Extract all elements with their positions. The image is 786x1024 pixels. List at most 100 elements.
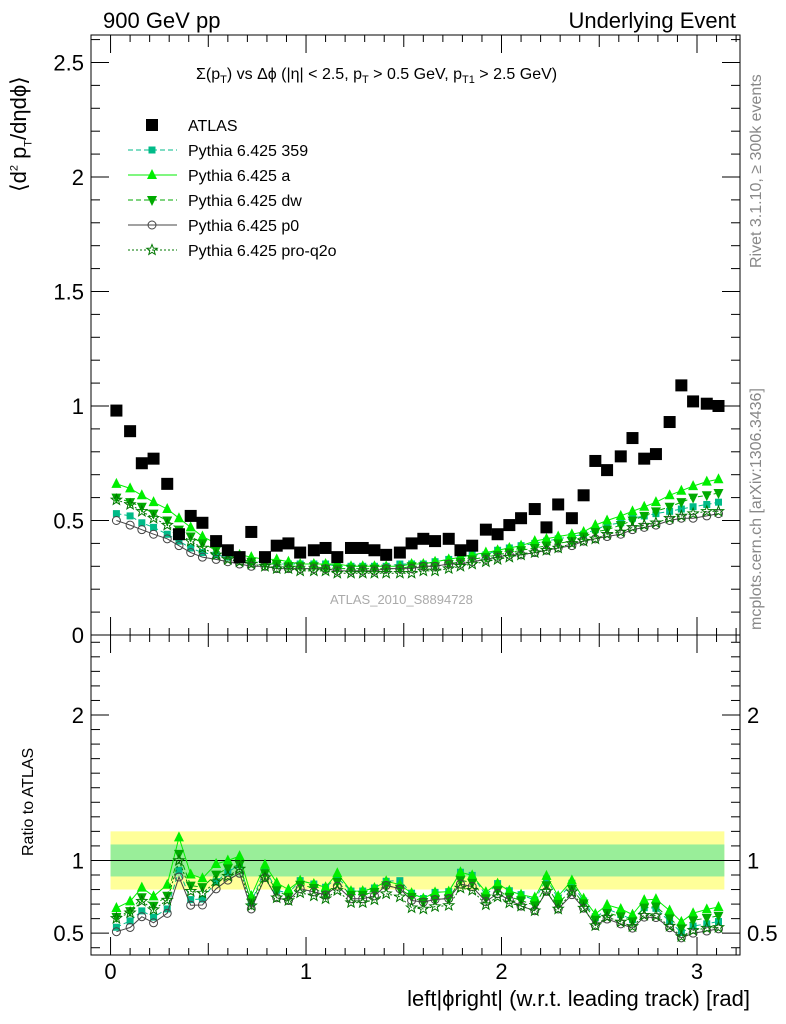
point-pp0 — [516, 550, 526, 560]
ratio-point-pq2o — [649, 908, 663, 922]
ratio-point-pdw — [295, 880, 306, 891]
point-atlas — [712, 399, 725, 412]
header-left: 900 GeV pp — [103, 8, 221, 33]
point-pdw — [639, 511, 650, 522]
ratio-point-pa — [332, 867, 343, 878]
ratio-point-pq2o — [453, 881, 468, 894]
ratio-point-pa — [234, 850, 245, 861]
x-axis-label: left|ϕright| (w.r.t. leading track) [rad… — [407, 986, 750, 1011]
point-pp0 — [418, 561, 428, 571]
ratio-point-pdw — [369, 887, 380, 898]
point-pq2o — [209, 547, 223, 561]
point-pdw — [357, 564, 368, 575]
ratio-point-pdw — [332, 877, 343, 888]
ratio-point-pdw — [701, 914, 712, 925]
ratio-point-pa — [111, 901, 122, 912]
point-pq2o — [123, 497, 137, 511]
point-atlas — [135, 457, 148, 470]
point-pq2o — [577, 534, 591, 547]
ratio-point-pa — [173, 831, 184, 842]
ratio-point-pp0 — [309, 887, 319, 897]
ratio-point-pq2o — [577, 901, 591, 914]
point-atlas — [515, 512, 528, 525]
y-tick-label-right: 1 — [747, 848, 759, 873]
ratio-point-pp0 — [504, 895, 514, 905]
ratio-point-pq2o — [528, 903, 542, 917]
ratio-point-pq2o — [625, 919, 640, 933]
point-atlas — [294, 546, 307, 559]
point-atlas — [245, 525, 258, 538]
point-pq2o — [649, 515, 663, 529]
point-atlas — [331, 551, 344, 564]
ratio-point-p359 — [603, 905, 611, 913]
point-pdw — [162, 516, 173, 527]
point-atlas — [649, 448, 662, 461]
ratio-point-p359 — [261, 865, 269, 873]
top-panel-frame: 0 0.5 1 1.5 2 2.5 — [53, 34, 741, 648]
point-pq2o — [614, 524, 628, 538]
point-atlas — [577, 489, 590, 502]
point-pa — [553, 530, 564, 541]
point-atlas — [270, 539, 283, 552]
point-pdw — [111, 493, 122, 504]
y-tick-label: 0.5 — [53, 921, 84, 946]
ratio-point-pdw — [125, 907, 136, 918]
ratio-point-p359 — [333, 874, 341, 882]
point-atlas — [638, 452, 651, 465]
ratio-point-pdw — [148, 901, 159, 912]
point-pq2o — [405, 566, 419, 579]
point-pa — [541, 532, 552, 543]
ratio-point-pp0 — [688, 928, 698, 938]
point-pq2o — [270, 561, 284, 575]
point-pa — [664, 489, 675, 500]
ratio-point-pq2o — [367, 892, 382, 906]
ratio-point-pq2o — [160, 893, 174, 906]
point-atlas — [319, 541, 332, 554]
point-pdw — [332, 564, 343, 575]
ratio-point-pa — [148, 890, 159, 901]
ratio-point-pa — [125, 895, 136, 906]
ratio-point-pq2o — [442, 898, 456, 912]
ratio-point-pq2o — [663, 919, 677, 932]
ratio-point-pp0 — [567, 890, 577, 900]
point-pdw — [492, 550, 503, 561]
ratio-point-pdw — [259, 869, 270, 880]
point-pdw — [345, 564, 356, 575]
point-pq2o — [637, 518, 651, 531]
ratio-point-pa — [455, 866, 466, 877]
point-atlas — [307, 544, 320, 557]
point-pdw — [295, 562, 306, 573]
ratio-point-pa — [664, 904, 675, 915]
point-pq2o — [428, 563, 442, 577]
ratio-point-pa — [283, 883, 294, 894]
ratio-point-p359 — [126, 917, 134, 925]
ratio-point-pq2o — [502, 895, 516, 909]
point-pq2o — [528, 545, 542, 559]
ratio-point-pp0 — [149, 918, 159, 928]
point-atlas — [614, 450, 627, 463]
point-pdw — [664, 502, 675, 513]
point-pp0 — [665, 515, 675, 525]
ratio-point-pq2o — [244, 898, 258, 912]
point-pa — [148, 496, 159, 507]
point-atlas — [196, 516, 209, 529]
ratio-point-pp0 — [444, 894, 454, 904]
legend-label-atlas: ATLAS — [188, 118, 238, 135]
legend-label-pdw: Pythia 6.425 dw — [188, 193, 302, 210]
point-pa — [173, 512, 184, 523]
point-p359 — [703, 500, 711, 508]
ratio-point-pq2o — [686, 923, 700, 936]
point-pp0 — [149, 529, 159, 539]
point-pp0 — [211, 554, 221, 564]
y-tick-label: 1 — [72, 394, 84, 419]
ratio-point-pdw — [162, 891, 173, 902]
ratio-point-pp0 — [186, 900, 196, 910]
point-pq2o — [356, 566, 370, 579]
y-tick-label: 2.5 — [53, 50, 84, 75]
point-atlas — [565, 512, 578, 525]
point-pq2o — [442, 561, 456, 575]
point-pq2o — [502, 550, 517, 563]
point-p359 — [187, 544, 195, 552]
point-pdw — [713, 489, 724, 500]
point-pp0 — [616, 529, 626, 539]
